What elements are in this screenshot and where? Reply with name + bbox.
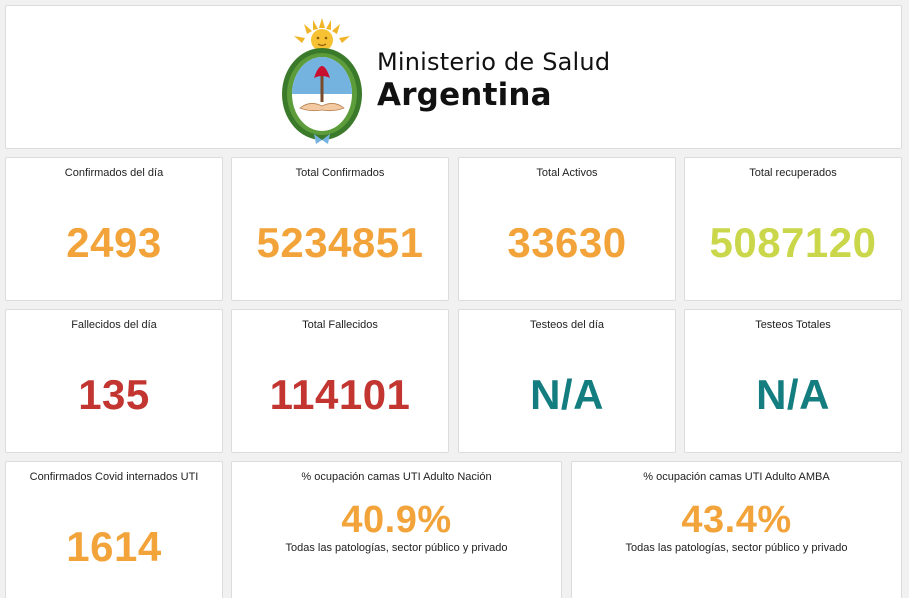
stat-title: Confirmados del día xyxy=(64,167,164,179)
stat-card-ocupacion-nacion: % ocupación camas UTI Adulto Nación 40.9… xyxy=(231,461,562,598)
stat-title: % ocupación camas UTI Adulto Nación xyxy=(301,471,492,483)
stat-value: 40.9% xyxy=(341,499,452,541)
stat-card-testeos-totales: Testeos Totales N/A xyxy=(684,309,902,453)
stat-card-total-recuperados: Total recuperados 5087120 xyxy=(684,157,902,301)
stat-value: 43.4% xyxy=(681,499,792,541)
stat-value: 135 xyxy=(78,371,150,418)
stat-title: Testeos Totales xyxy=(755,319,831,331)
stat-title: Testeos del día xyxy=(530,319,604,331)
argentina-coat-of-arms-icon xyxy=(274,16,370,148)
stat-card-confirmados-dia: Confirmados del día 2493 xyxy=(5,157,223,301)
stat-card-total-fallecidos: Total Fallecidos 114101 xyxy=(231,309,449,453)
stat-title: Total recuperados xyxy=(749,167,837,179)
stat-subtitle: Todas las patologías, sector público y p… xyxy=(285,542,508,554)
stat-value: 5234851 xyxy=(256,219,424,266)
stat-value: N/A xyxy=(756,371,830,418)
stat-card-ocupacion-amba: % ocupación camas UTI Adulto AMBA 43.4% … xyxy=(571,461,902,598)
stat-title: Total Activos xyxy=(536,167,598,179)
stat-subtitle: Todas las patologías, sector público y p… xyxy=(625,542,848,554)
stat-card-total-activos: Total Activos 33630 xyxy=(458,157,676,301)
ministry-title: Ministerio de Salud xyxy=(377,48,611,76)
stat-title: Total Fallecidos xyxy=(302,319,378,331)
stat-title: Confirmados Covid internados UTI xyxy=(29,471,199,483)
stat-title: Total Confirmados xyxy=(295,167,385,179)
stat-card-internados-uti: Confirmados Covid internados UTI 1614 xyxy=(5,461,223,598)
ministry-brand: Ministerio de Salud Argentina xyxy=(377,48,610,113)
stat-value: N/A xyxy=(530,371,604,418)
stat-value: 1614 xyxy=(66,523,162,570)
stat-card-testeos-dia: Testeos del día N/A xyxy=(458,309,676,453)
stat-title: Fallecidos del día xyxy=(71,319,157,331)
stat-card-total-confirmados: Total Confirmados 5234851 xyxy=(231,157,449,301)
country-title: Argentina xyxy=(377,77,552,113)
stat-value: 33630 xyxy=(507,219,627,266)
stat-value: 5087120 xyxy=(709,219,877,266)
stat-value: 114101 xyxy=(269,371,411,418)
header-banner: Ministerio de Salud Argentina xyxy=(5,5,902,149)
stat-card-fallecidos-dia: Fallecidos del día 135 xyxy=(5,309,223,453)
stat-value: 2493 xyxy=(66,219,162,266)
stat-title: % ocupación camas UTI Adulto AMBA xyxy=(643,471,830,483)
